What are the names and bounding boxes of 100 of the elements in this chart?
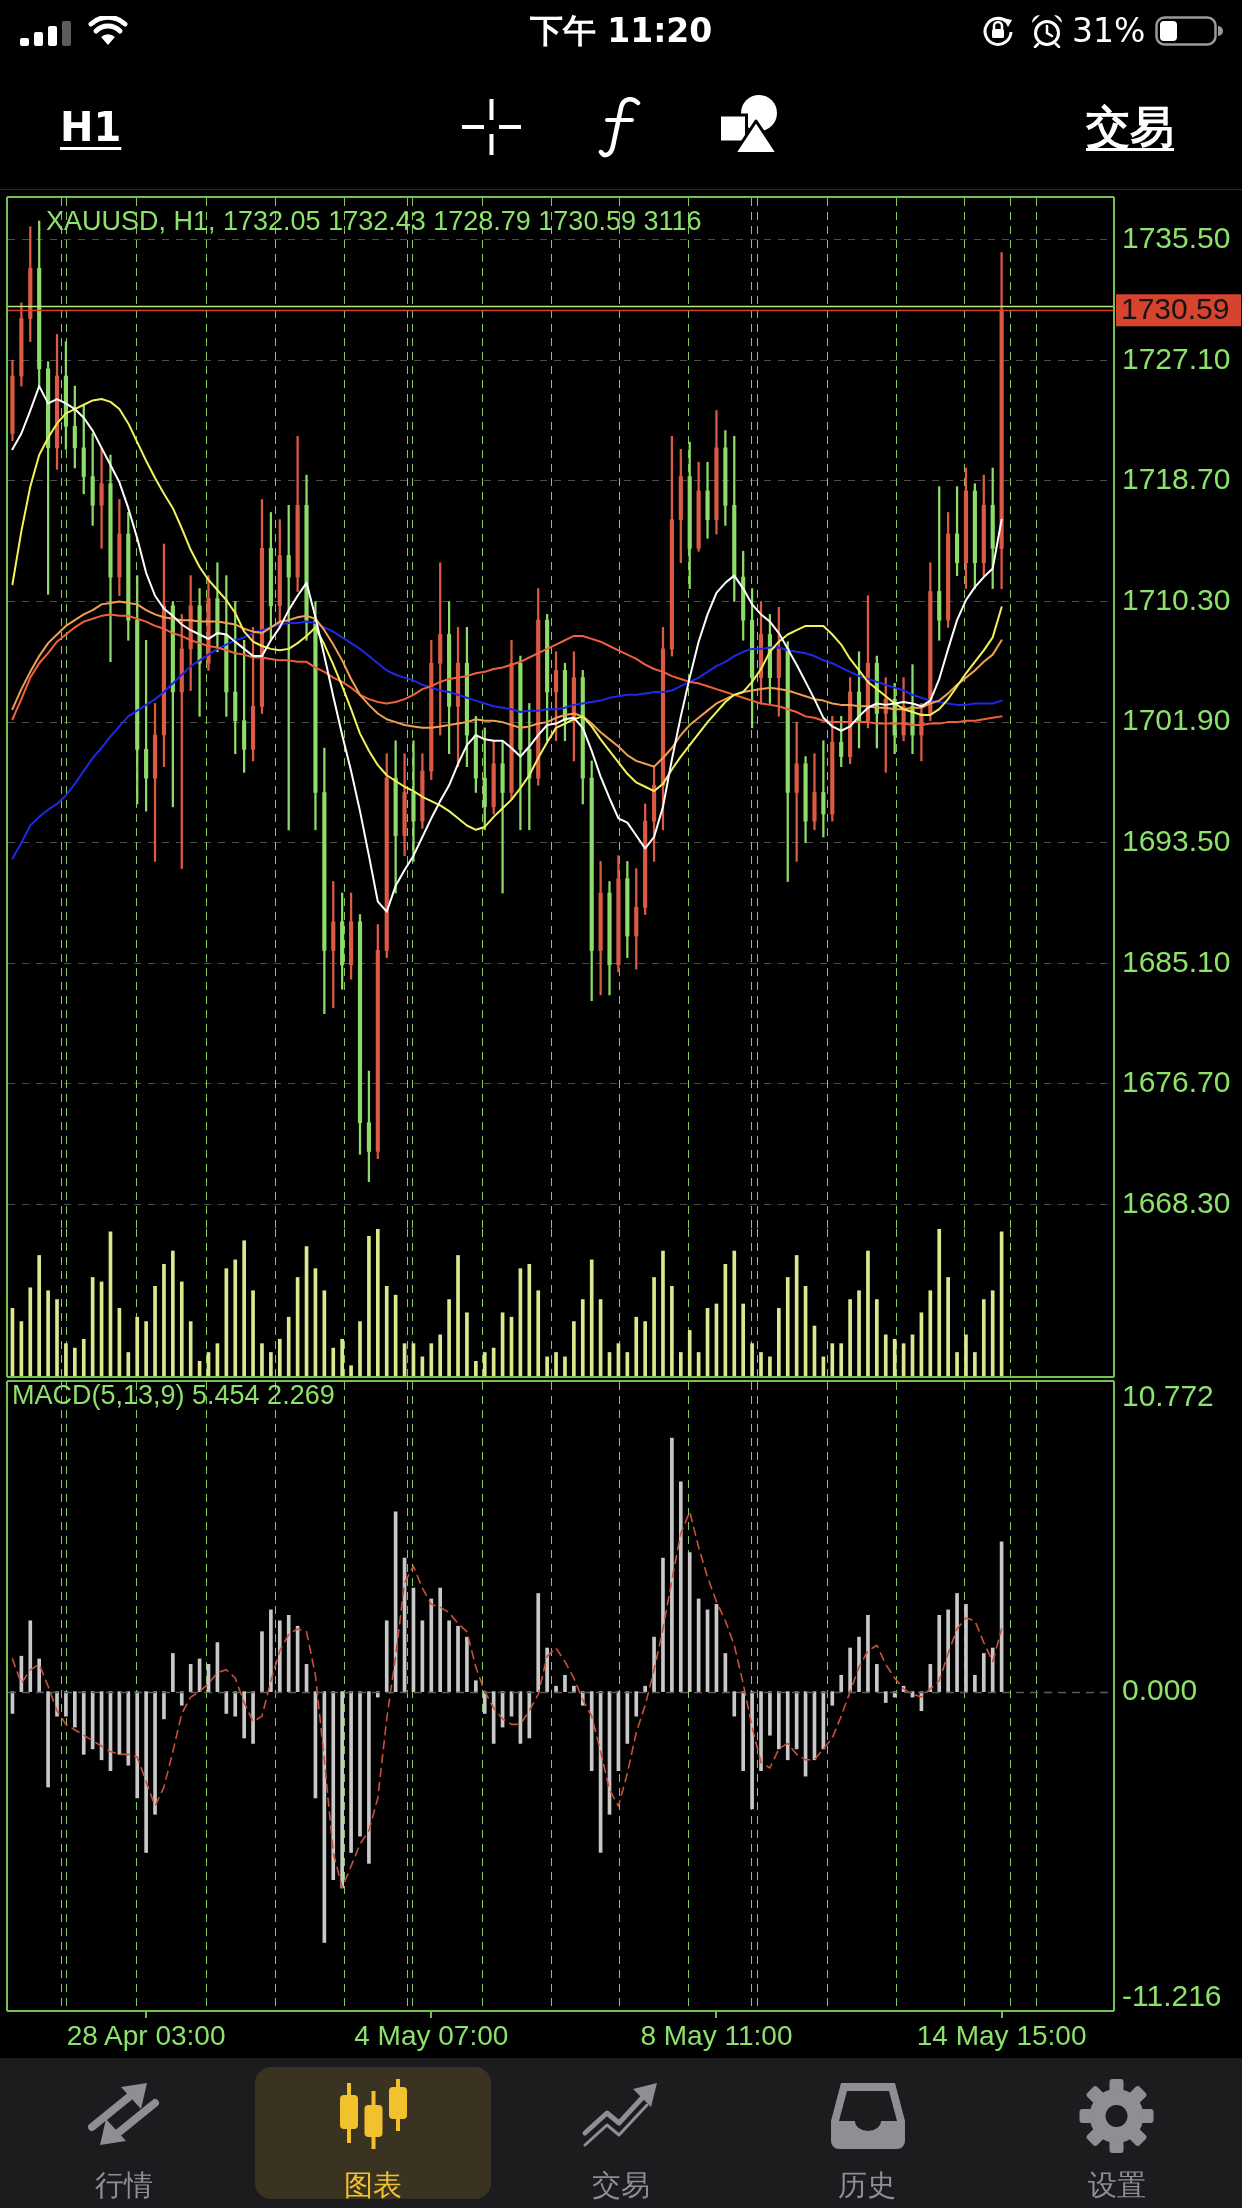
bar xyxy=(973,1352,977,1376)
bar xyxy=(741,1691,746,1772)
bar xyxy=(153,1286,157,1376)
bar xyxy=(589,1259,594,1376)
bar xyxy=(46,1691,50,1788)
text: 行情 xyxy=(95,2168,153,2202)
chart-title: XAUUSD, H1, 1732.05 1732.43 1728.79 1730.59 3116 xyxy=(46,206,702,236)
bar xyxy=(990,1290,995,1376)
bar xyxy=(456,1625,460,1692)
y-tick-label: 1735.50 xyxy=(1122,220,1231,254)
bar xyxy=(224,1268,229,1376)
bar xyxy=(171,1653,175,1692)
bar xyxy=(447,1620,451,1692)
bar xyxy=(384,1620,389,1692)
bar xyxy=(286,1614,291,1692)
bar xyxy=(634,1316,639,1376)
bar xyxy=(563,1674,567,1692)
bar xyxy=(768,1691,772,1736)
x-tick-label: 14 May 15:00 xyxy=(916,2019,1087,2051)
bar xyxy=(28,1620,33,1692)
bar xyxy=(260,1343,264,1376)
bar xyxy=(875,1299,879,1376)
bar xyxy=(759,1352,763,1376)
bar xyxy=(429,1598,434,1692)
bar xyxy=(126,1691,131,1766)
text: 交易 xyxy=(1086,101,1174,153)
x-tick-label: 28 Apr 03:00 xyxy=(66,2019,226,2051)
bar xyxy=(643,1321,647,1376)
candlestick xyxy=(99,447,104,549)
text: 31% xyxy=(1072,11,1146,51)
bar xyxy=(848,1647,852,1692)
bar xyxy=(465,1312,469,1376)
bar xyxy=(162,1691,166,1720)
bar xyxy=(153,1691,157,1815)
bar xyxy=(750,1343,754,1376)
bar xyxy=(447,1299,451,1376)
bar xyxy=(340,1691,344,1889)
bar xyxy=(242,1691,246,1739)
bar xyxy=(456,1255,460,1376)
bar xyxy=(768,1356,772,1376)
bar xyxy=(661,1557,665,1692)
bar xyxy=(678,1481,683,1692)
bar xyxy=(251,1691,255,1744)
bar xyxy=(830,1691,835,1706)
bar xyxy=(652,1277,656,1376)
bar xyxy=(482,1352,487,1376)
bar xyxy=(465,1636,469,1692)
text: 图表 xyxy=(344,2168,402,2202)
text: H1 xyxy=(60,103,122,151)
bar xyxy=(678,1352,683,1376)
bar xyxy=(661,1250,665,1376)
y-tick-label: 1668.30 xyxy=(1122,1185,1231,1219)
bar xyxy=(527,1263,532,1376)
bar xyxy=(358,1321,362,1376)
y-tick-label: 1685.10 xyxy=(1122,944,1231,978)
bar xyxy=(946,1609,950,1692)
y-tick-label: 1718.70 xyxy=(1122,462,1231,496)
bar xyxy=(875,1664,879,1692)
bar xyxy=(839,1343,844,1376)
bar xyxy=(777,1308,781,1376)
bar xyxy=(981,1653,986,1692)
chart-title: MACD(5,13,9) 5.454 2.269 xyxy=(12,1380,335,1410)
line-series xyxy=(11,1510,1003,1889)
bar xyxy=(233,1259,238,1376)
bar xyxy=(964,1334,968,1376)
bar xyxy=(785,1277,790,1376)
bar xyxy=(892,1338,897,1376)
y-tick-label: 1727.10 xyxy=(1122,341,1231,375)
bar xyxy=(670,1437,674,1692)
bar xyxy=(670,1286,674,1376)
bar xyxy=(759,1691,763,1772)
candlestick xyxy=(411,740,416,862)
bar xyxy=(474,1680,478,1692)
bar xyxy=(55,1299,59,1376)
bar xyxy=(144,1321,148,1376)
x-tick-label: 4 May 07:00 xyxy=(354,2019,509,2051)
bar xyxy=(349,1365,353,1376)
bar xyxy=(572,1321,576,1376)
bar xyxy=(866,1250,870,1376)
bar xyxy=(527,1691,532,1739)
bar xyxy=(340,1338,344,1376)
bar xyxy=(188,1321,193,1376)
bar xyxy=(233,1691,238,1717)
candlestick xyxy=(500,740,505,894)
bar xyxy=(732,1691,737,1717)
bar xyxy=(536,1593,541,1692)
bar xyxy=(857,1636,861,1692)
bar xyxy=(251,1290,255,1376)
bar xyxy=(857,1290,861,1376)
bar xyxy=(242,1240,246,1376)
text: 历史 xyxy=(838,2168,896,2202)
bar xyxy=(37,1255,42,1376)
y-tick-label: -11.216 xyxy=(1122,1978,1222,2012)
bar xyxy=(375,1229,380,1376)
bar xyxy=(866,1614,870,1692)
bar xyxy=(171,1250,175,1376)
bar xyxy=(830,1343,835,1376)
text: 设置 xyxy=(1088,2168,1146,2202)
bar xyxy=(73,1691,77,1728)
bar xyxy=(367,1236,371,1376)
